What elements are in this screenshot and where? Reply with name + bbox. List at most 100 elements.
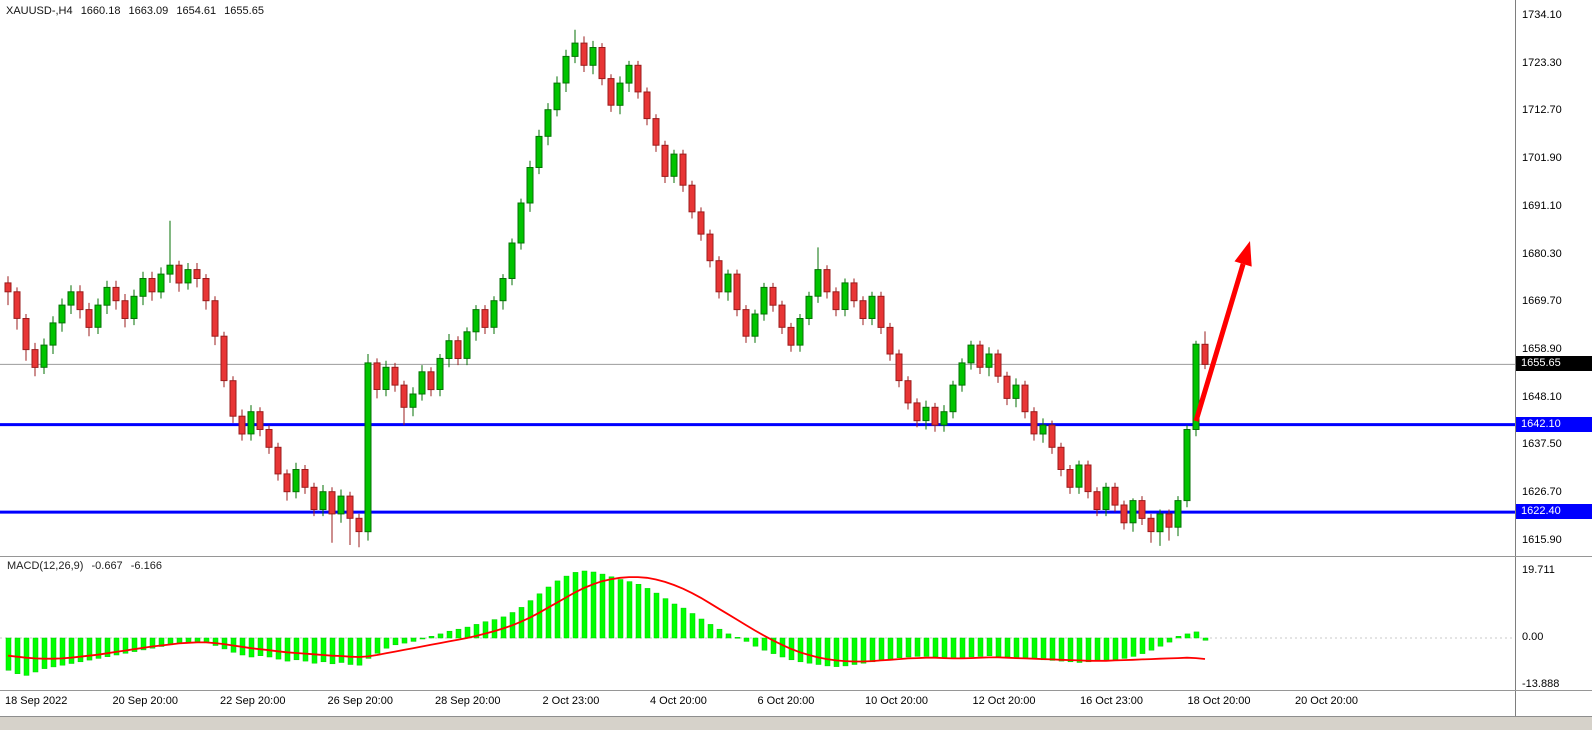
candle-body: [643, 91, 651, 120]
macd-histogram-bar: [1166, 637, 1173, 643]
candle-body: [31, 349, 39, 368]
quote-open-value: 1660.18: [80, 5, 121, 17]
price-axis-label: 1723.30: [1522, 56, 1562, 69]
candle-body: [1030, 411, 1038, 435]
candle-body: [526, 167, 534, 204]
candle-body: [1165, 513, 1173, 528]
main-chart[interactable]: [0, 0, 1515, 556]
candle-body: [1057, 446, 1065, 470]
candle-body: [391, 366, 399, 386]
candle-body: [1039, 424, 1047, 435]
candle-body: [400, 384, 408, 408]
candle-body: [445, 340, 453, 360]
macd-histogram-bar: [698, 618, 705, 639]
macd-histogram-bar: [392, 637, 399, 646]
candle-body: [13, 291, 21, 319]
candle-body: [913, 402, 921, 422]
macd-histogram-bar: [905, 637, 912, 658]
time-axis[interactable]: 18 Sep 2022 20 Sep 20:00 22 Sep 20:00 26 Se…: [0, 691, 1515, 716]
candle-body: [184, 269, 192, 284]
macd-header: MACD(12,26,9) -0.667 -6.166: [7, 560, 167, 572]
price-axis-label: 1701.90: [1522, 152, 1562, 165]
candle-body: [895, 353, 903, 382]
macd-panel[interactable]: [0, 557, 1515, 690]
candle-body: [535, 135, 543, 168]
price-axis[interactable]: 1734.10 1723.30 1712.70 1701.90 1691.10 1680.…: [1516, 0, 1592, 716]
macd-histogram-bar: [185, 637, 192, 643]
macd-histogram-bar: [1022, 637, 1029, 659]
candle-body: [823, 269, 831, 293]
macd-main-value: -0.667: [91, 560, 123, 572]
macd-histogram-bar: [770, 637, 777, 654]
macd-name-label: MACD(12,26,9): [7, 560, 84, 572]
candle-body: [265, 429, 273, 448]
macd-histogram-bar: [482, 621, 489, 639]
candle-body: [229, 380, 237, 417]
candle-body: [175, 264, 183, 284]
macd-histogram-bar: [617, 579, 624, 639]
candle-body: [139, 278, 147, 297]
level-price-badge: 1642.10: [1516, 416, 1592, 432]
macd-histogram-bar: [410, 637, 417, 642]
candle-body: [805, 295, 813, 319]
candle-body: [931, 406, 939, 426]
macd-histogram-bar: [257, 637, 264, 656]
price-axis-label: 1712.70: [1522, 104, 1562, 117]
time-axis-label: 20 Oct 20:00: [1295, 695, 1358, 707]
current-price-badge: 1655.65: [1516, 356, 1592, 372]
trend-arrow-head[interactable]: [1234, 241, 1252, 267]
candle-body: [1021, 384, 1029, 413]
candle-body: [1075, 464, 1083, 488]
candle-body: [148, 278, 156, 293]
candle-body: [679, 153, 687, 186]
candle-body: [364, 362, 372, 533]
trend-arrow-shaft[interactable]: [1193, 263, 1246, 422]
candle-body: [625, 64, 633, 84]
candle-body: [382, 366, 390, 390]
macd-histogram-bar: [293, 637, 300, 661]
candle-body: [697, 211, 705, 235]
candle-body: [715, 260, 723, 293]
candle-body: [724, 273, 732, 293]
candle-body: [778, 304, 786, 328]
candle-body: [436, 357, 444, 390]
window-bottom-strip: [0, 716, 1592, 730]
macd-histogram-bar: [923, 637, 930, 657]
macd-histogram-bar: [302, 637, 309, 662]
candle-body: [346, 495, 354, 519]
macd-histogram-bar: [608, 576, 615, 639]
macd-histogram-bar: [779, 637, 786, 658]
macd-histogram-bar: [401, 637, 408, 644]
macd-histogram-bar: [428, 636, 435, 639]
macd-histogram-bar: [662, 598, 669, 639]
macd-histogram-bar: [563, 575, 570, 639]
candle-body: [283, 473, 291, 493]
candle-body: [238, 415, 246, 435]
macd-histogram-bar: [806, 637, 813, 664]
candle-body: [1003, 375, 1011, 399]
macd-histogram-bar: [446, 630, 453, 639]
candle-body: [1129, 500, 1137, 524]
macd-histogram-bar: [77, 637, 84, 663]
price-axis-label: 1658.90: [1522, 343, 1562, 355]
price-axis-label: 1626.70: [1522, 486, 1562, 499]
candle-body: [247, 411, 255, 435]
macd-histogram-bar: [590, 571, 597, 639]
candle-body: [985, 353, 993, 368]
candle-body: [427, 371, 435, 391]
quote-low-value: 1654.61: [176, 5, 217, 17]
macd-histogram-bar: [671, 603, 678, 639]
candle-body: [220, 335, 228, 382]
time-axis-label: 26 Sep 20:00: [327, 695, 393, 707]
macd-histogram-bar: [572, 572, 579, 639]
candle-body: [1102, 486, 1110, 510]
symbol-period-label: XAUUSD-,H4: [6, 5, 73, 17]
candle-body: [553, 82, 561, 111]
candle-body: [742, 309, 750, 337]
macd-histogram-bar: [869, 637, 876, 663]
macd-histogram-bar: [797, 637, 804, 663]
time-axis-label: 10 Oct 20:00: [865, 695, 928, 707]
macd-histogram-bar: [1184, 633, 1191, 639]
macd-histogram-bar: [104, 637, 111, 657]
